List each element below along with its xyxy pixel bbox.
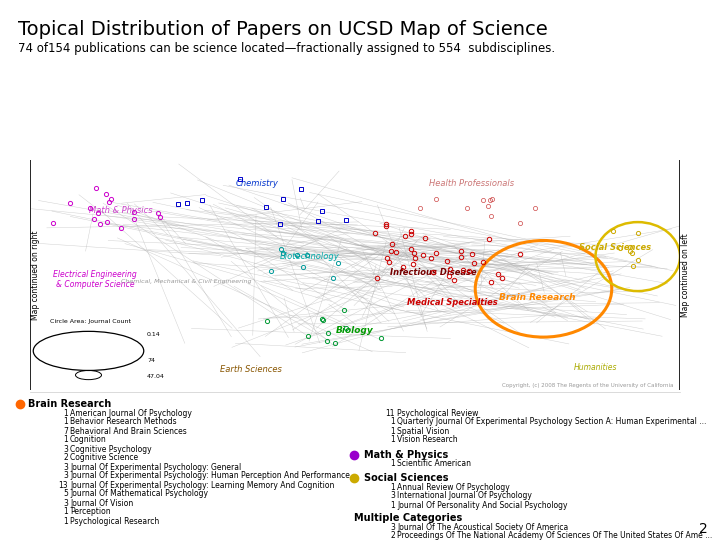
Text: 1: 1 bbox=[390, 417, 395, 427]
Text: Spatial Vision: Spatial Vision bbox=[397, 427, 449, 435]
Text: 3: 3 bbox=[63, 462, 68, 471]
Text: Electrical Engineering
& Computer Science: Electrical Engineering & Computer Scienc… bbox=[53, 270, 137, 289]
Text: Journal Of Mathematical Psychology: Journal Of Mathematical Psychology bbox=[70, 489, 208, 498]
Text: Behavioral And Brain Sciences: Behavioral And Brain Sciences bbox=[70, 427, 186, 435]
Text: Vision Research: Vision Research bbox=[397, 435, 458, 444]
Text: Biotechnology: Biotechnology bbox=[279, 252, 339, 261]
Text: Copyright, (c) 2008 The Regents of the University of California: Copyright, (c) 2008 The Regents of the U… bbox=[502, 383, 673, 388]
Text: Health Professionals: Health Professionals bbox=[429, 179, 515, 187]
Text: 1: 1 bbox=[63, 408, 68, 417]
Text: 3: 3 bbox=[390, 491, 395, 501]
Text: Chemical, Mechanical & Civil Engineering: Chemical, Mechanical & Civil Engineering bbox=[121, 279, 251, 285]
Text: Map continued on left: Map continued on left bbox=[682, 233, 690, 317]
Text: 47.04: 47.04 bbox=[147, 374, 165, 379]
Text: 1: 1 bbox=[390, 483, 395, 491]
Text: Chemistry: Chemistry bbox=[236, 179, 279, 187]
Text: Infectious Disease: Infectious Disease bbox=[390, 268, 477, 277]
Text: Journal Of Experimental Psychology: Human Perception And Performance: Journal Of Experimental Psychology: Huma… bbox=[70, 471, 350, 481]
Text: 3: 3 bbox=[63, 471, 68, 481]
Text: Medical Specialties: Medical Specialties bbox=[407, 298, 498, 307]
Text: Multiple Categories: Multiple Categories bbox=[354, 513, 462, 523]
Text: 1: 1 bbox=[390, 427, 395, 435]
Text: 1: 1 bbox=[63, 508, 68, 516]
Text: Perception: Perception bbox=[70, 508, 111, 516]
Text: 5: 5 bbox=[63, 489, 68, 498]
Text: Brain Research: Brain Research bbox=[499, 294, 575, 302]
Text: Circle Area: Journal Count: Circle Area: Journal Count bbox=[50, 319, 130, 323]
Text: 7: 7 bbox=[63, 427, 68, 435]
Text: 2: 2 bbox=[390, 531, 395, 540]
Text: Earth Sciences: Earth Sciences bbox=[220, 365, 282, 374]
Text: Biology: Biology bbox=[336, 326, 374, 335]
Text: Math & Physics: Math & Physics bbox=[364, 450, 449, 460]
Text: Journal Of Experimental Psychology: Learning Memory And Cognition: Journal Of Experimental Psychology: Lear… bbox=[70, 481, 334, 489]
Text: 13: 13 bbox=[58, 481, 68, 489]
Text: 74 of154 publications can be science located—fractionally assigned to 554  subdi: 74 of154 publications can be science loc… bbox=[18, 42, 555, 55]
Text: Psychological Review: Psychological Review bbox=[397, 408, 478, 417]
Text: Journal Of Experimental Psychology: General: Journal Of Experimental Psychology: Gene… bbox=[70, 462, 241, 471]
Text: 0.14: 0.14 bbox=[147, 332, 161, 338]
Text: American Journal Of Psychology: American Journal Of Psychology bbox=[70, 408, 192, 417]
Text: 2: 2 bbox=[63, 454, 68, 462]
Text: Math & Physics: Math & Physics bbox=[89, 206, 153, 215]
Text: Map continued on right: Map continued on right bbox=[32, 230, 40, 320]
Text: 2: 2 bbox=[699, 522, 708, 536]
Text: Cognitive Science: Cognitive Science bbox=[70, 454, 138, 462]
Text: Scientific American: Scientific American bbox=[397, 460, 471, 469]
Text: Cognitive Psychology: Cognitive Psychology bbox=[70, 444, 152, 454]
Text: Journal Of Personality And Social Psychology: Journal Of Personality And Social Psycho… bbox=[397, 501, 567, 510]
Text: Journal Of The Acoustical Society Of America: Journal Of The Acoustical Society Of Ame… bbox=[397, 523, 568, 531]
Text: Psychological Research: Psychological Research bbox=[70, 516, 159, 525]
Text: 1: 1 bbox=[63, 516, 68, 525]
Text: 3: 3 bbox=[63, 498, 68, 508]
Text: Behavior Research Methods: Behavior Research Methods bbox=[70, 417, 176, 427]
Text: 1: 1 bbox=[390, 501, 395, 510]
Text: 3: 3 bbox=[63, 444, 68, 454]
Text: Brain Research: Brain Research bbox=[28, 399, 112, 409]
Text: Social Sciences: Social Sciences bbox=[579, 243, 651, 252]
Text: International Journal Of Psychology: International Journal Of Psychology bbox=[397, 491, 532, 501]
Text: 1: 1 bbox=[63, 435, 68, 444]
Text: Topical Distribution of Papers on UCSD Map of Science: Topical Distribution of Papers on UCSD M… bbox=[18, 20, 548, 39]
Text: 74: 74 bbox=[147, 357, 155, 362]
Text: Annual Review Of Psychology: Annual Review Of Psychology bbox=[397, 483, 510, 491]
Text: 11: 11 bbox=[385, 408, 395, 417]
Text: Journal Of Vision: Journal Of Vision bbox=[70, 498, 133, 508]
Text: Quarterly Journal Of Experimental Psychology Section A: Human Experimental ...: Quarterly Journal Of Experimental Psycho… bbox=[397, 417, 706, 427]
Text: Humanities: Humanities bbox=[574, 362, 617, 372]
Text: Proceedings Of The National Academy Of Sciences Of The United States Of Ame ...: Proceedings Of The National Academy Of S… bbox=[397, 531, 712, 540]
Text: Cognition: Cognition bbox=[70, 435, 107, 444]
Text: 1: 1 bbox=[390, 435, 395, 444]
Text: 1: 1 bbox=[63, 417, 68, 427]
Text: 1: 1 bbox=[390, 460, 395, 469]
Text: 3: 3 bbox=[390, 523, 395, 531]
Text: Social Sciences: Social Sciences bbox=[364, 473, 449, 483]
